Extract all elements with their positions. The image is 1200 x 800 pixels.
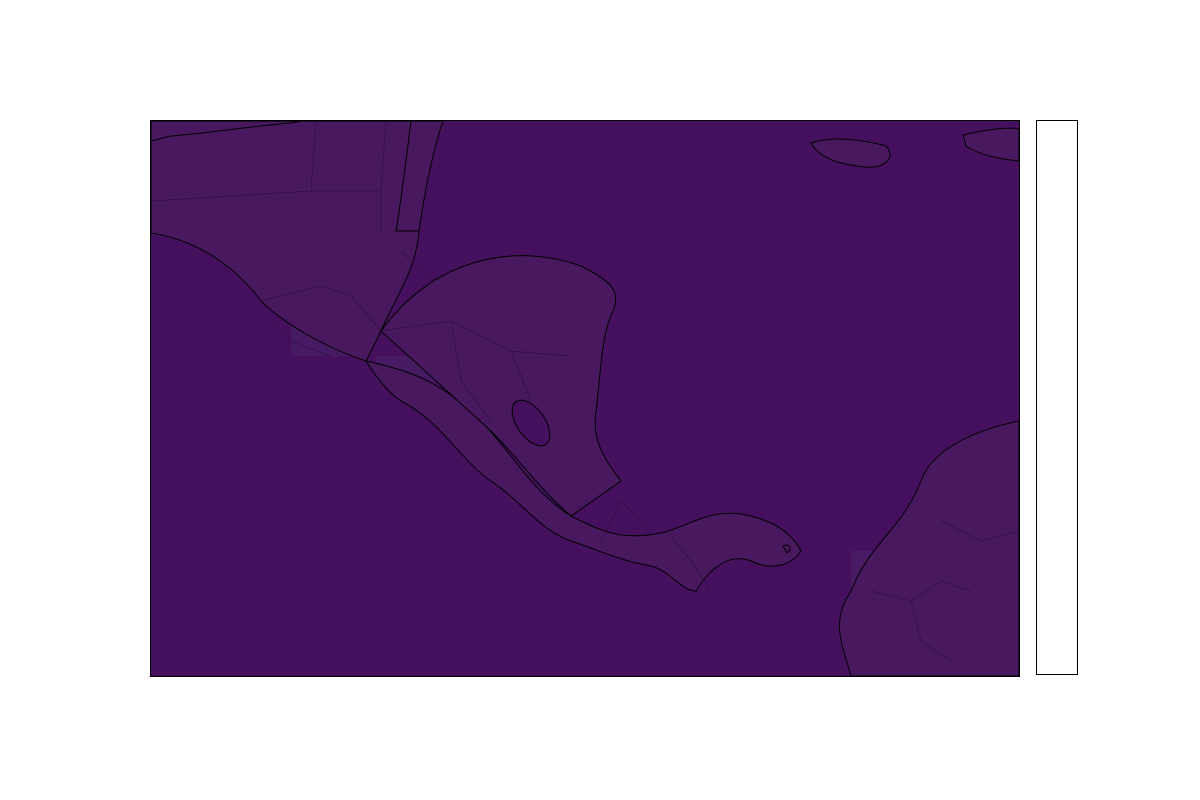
map-svg [151, 121, 1019, 676]
land-masses [151, 121, 1019, 676]
isthmus-landmass [364, 360, 802, 592]
cuba-edge [151, 121, 302, 142]
honduras-coast [380, 255, 622, 517]
isla-coiba [782, 544, 791, 554]
hispaniola-edge [962, 127, 1019, 162]
admin-boundaries [151, 121, 1019, 662]
jamaica-island [810, 138, 891, 168]
colombia-landmass [838, 420, 1019, 676]
colorbar [1036, 120, 1078, 675]
map-plot-area [150, 120, 1020, 677]
yucatan-landmass [395, 121, 444, 232]
lake-nicaragua [511, 399, 551, 447]
